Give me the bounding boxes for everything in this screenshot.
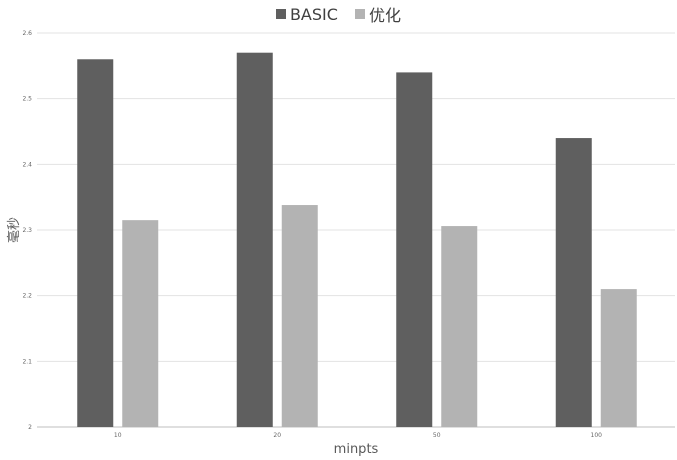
bar-optimized-100 [600,289,637,427]
x-axis-title: minpts [334,442,379,456]
y-tick-label: 2.4 [22,161,32,168]
legend-swatch-basic [275,9,286,19]
y-tick-label: 2.2 [22,293,32,300]
bar-basic-100 [555,138,592,428]
x-axis-ticks: 10 20 50 100 [114,432,602,439]
bars [77,52,637,428]
y-tick-label: 2.5 [22,96,32,103]
y-tick-label: 2.3 [22,227,32,234]
legend-item-optimized: 优化 [355,2,401,26]
x-tick-label: 20 [273,432,281,439]
x-tick-label: 50 [433,432,441,439]
legend-item-basic: BASIC [275,4,338,24]
legend-swatch-optimized [355,9,366,19]
bar-basic-20 [236,52,273,427]
x-tick-label: 100 [591,432,603,439]
bar-optimized-50 [441,226,478,427]
legend-label-basic: BASIC [289,4,338,24]
y-axis-title: 毫秒 [6,217,22,243]
legend-label-optimized: 优化 [369,6,402,25]
bar-optimized-20 [281,205,318,427]
y-tick-label: 2 [28,424,32,431]
bar-basic-10 [77,59,114,428]
legend: BASIC 优化 [0,2,677,26]
x-tick-label: 10 [114,432,122,439]
bar-basic-50 [396,72,433,428]
y-axis-ticks: 2 2.1 2.2 2.3 2.4 2.5 2.6 [22,30,32,431]
bar-optimized-10 [122,220,159,427]
y-tick-label: 2.1 [22,358,32,365]
y-tick-label: 2.6 [22,30,32,37]
